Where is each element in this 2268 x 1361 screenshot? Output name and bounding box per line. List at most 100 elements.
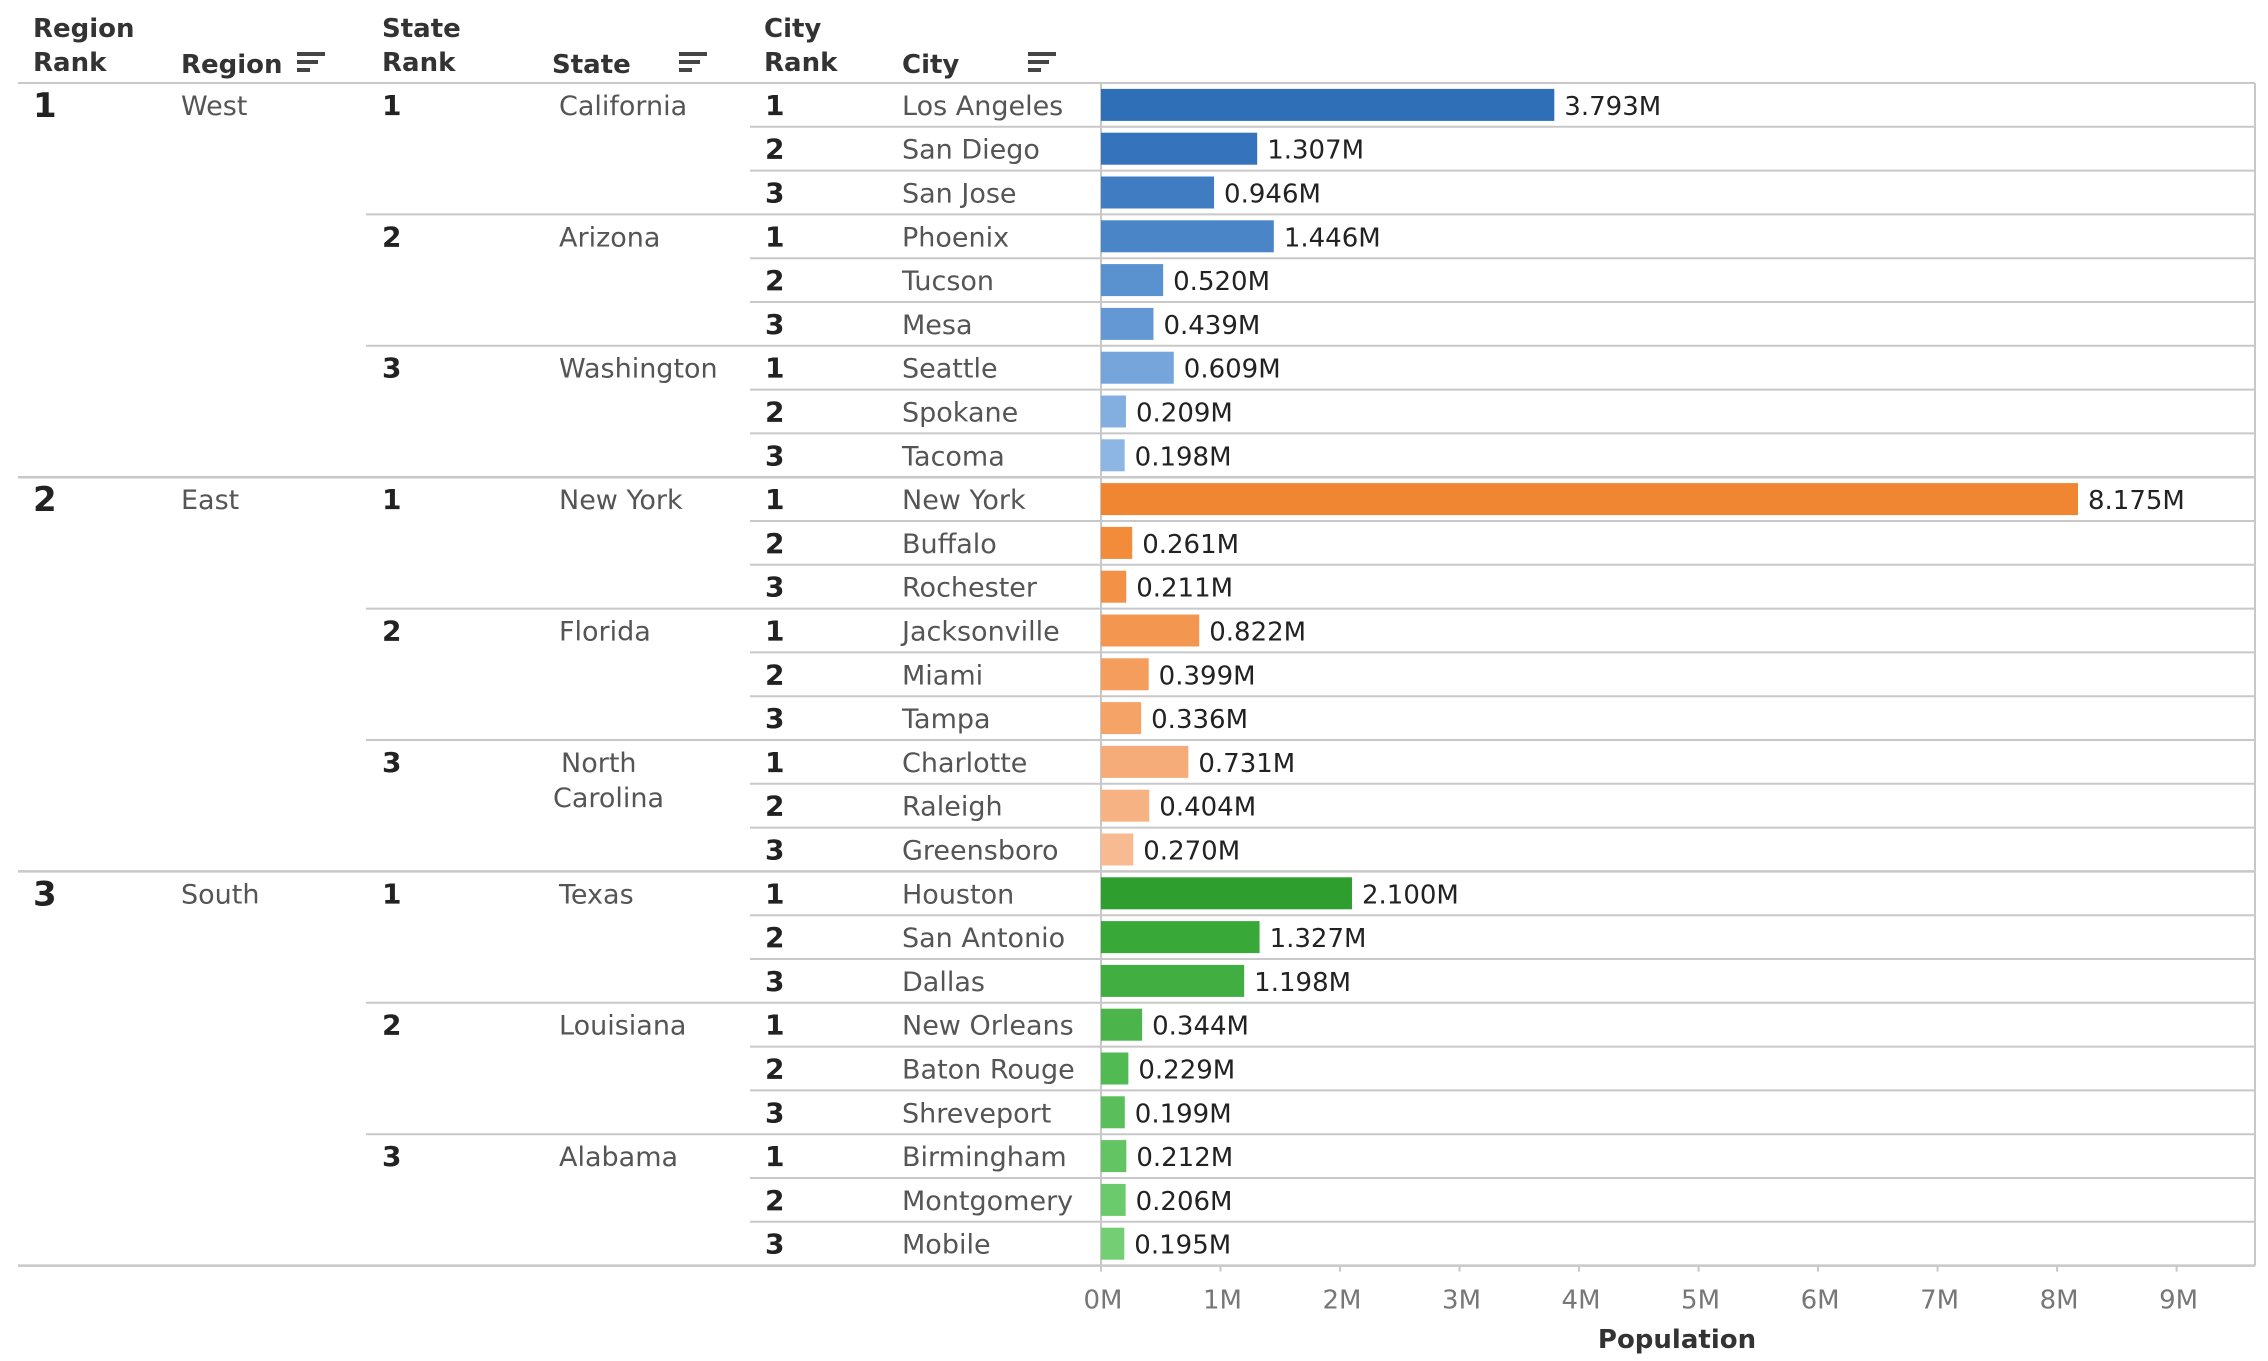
table-row: 3 Rochester [765,571,1038,604]
bar-value-label: 0.520M [1173,267,1270,297]
city-rank-cell: 3 [765,834,784,867]
state-rank-cell: 2 [382,220,401,253]
header-state: State [552,50,631,80]
bar-value-label: 0.199M [1135,1099,1232,1129]
bar-san-jose [1101,176,1215,209]
city-rank-cell: 3 [765,1096,784,1129]
x-axis-tick-label: 5M [1681,1286,1720,1316]
bar-value-label: 0.209M [1136,399,1233,429]
city-name-cell: Phoenix [902,222,1009,253]
bar-new-york [1101,483,2078,516]
table-row: 1 Los Angeles [765,89,1063,122]
bar-tacoma [1101,439,1125,472]
sort-icon[interactable] [1028,52,1056,72]
bar-mobile [1101,1227,1125,1260]
bar-value-label: 0.822M [1209,618,1306,648]
bar-buffalo [1101,526,1133,559]
bar-value-label: 0.731M [1198,749,1295,779]
state-rank-cell: 3 [382,746,401,779]
table-row: 1 Charlotte [765,746,1027,779]
table-row: 2 San Diego [765,133,1040,166]
city-name-cell: Charlotte [902,748,1027,779]
bar-greensboro [1101,833,1134,866]
city-name-cell: Buffalo [902,529,997,560]
bar-birmingham [1101,1140,1127,1173]
table-row: 3 Greensboro [765,834,1059,867]
state-rank-cell: 3 [382,352,401,385]
table-row: 2 Baton Rouge [765,1053,1075,1086]
table-row: 1 Seattle [765,352,998,385]
x-axis-tick-label: 9M [2159,1286,2198,1316]
state-rank-cell: 2 [382,1009,401,1042]
bar-value-label: 0.270M [1143,837,1240,867]
x-axis-tick-label: 3M [1442,1286,1481,1316]
bar-value-label: 1.327M [1270,924,1367,954]
city-rank-cell: 3 [765,1228,784,1261]
region-name-cell: West [181,91,247,122]
bar-value-label: 0.344M [1152,1012,1249,1042]
state-name-cell: North [561,748,637,779]
state-name-cell: Carolina [553,783,664,814]
bar-value-label: 0.206M [1136,1187,1233,1217]
header-city-rank-line1: City [764,14,821,44]
city-rank-cell: 3 [765,965,784,998]
city-name-cell: Tucson [901,266,994,297]
region-rank-cell: 3 [33,874,57,914]
city-name-cell: Miami [902,660,983,691]
bar-value-label: 0.609M [1184,355,1281,385]
bar-new-orleans [1101,1008,1143,1041]
state-name-cell: New York [559,485,683,516]
table-row: 3 Mobile [765,1228,991,1261]
bar-value-label: 0.336M [1151,705,1248,735]
city-rank-cell: 2 [765,658,784,691]
header-state-rank-line2: Rank [382,48,456,78]
bar-value-label: 0.211M [1136,574,1233,604]
bar-miami [1101,658,1149,691]
bar-san-antonio [1101,921,1260,954]
bar-san-diego [1101,132,1258,165]
bar-montgomery [1101,1183,1126,1216]
city-name-cell: San Diego [902,135,1040,166]
city-rank-cell: 1 [765,1009,784,1042]
bar-value-label: 0.404M [1159,793,1256,823]
table-row: 2 Tucson [765,264,994,297]
city-rank-cell: 1 [765,615,784,648]
sort-icon[interactable] [679,52,707,72]
city-name-cell: Montgomery [902,1186,1073,1217]
state-name-cell: Louisiana [559,1011,686,1042]
x-axis-tick-label: 7M [1920,1286,1959,1316]
bar-value-label: 2.100M [1362,880,1459,910]
state-name-cell: Alabama [559,1142,678,1173]
state-name-cell: Texas [558,879,634,910]
bar-phoenix [1101,220,1274,253]
bar-seattle [1101,351,1174,384]
table-row: 2 Raleigh [765,790,1003,823]
x-axis-tick-label: 0M [1084,1286,1123,1316]
bar-raleigh [1101,789,1150,822]
header-region: Region [181,50,283,80]
city-name-cell: Dallas [902,967,985,998]
city-name-cell: Houston [902,879,1014,910]
header-city-rank-line2: Rank [764,48,838,78]
city-name-cell: New York [902,485,1026,516]
city-rank-cell: 3 [765,439,784,472]
city-rank-cell: 1 [765,877,784,910]
table-row: 1 Jacksonville [765,615,1060,648]
region-rank-cell: 1 [33,86,57,126]
bar-value-label: 8.175M [2088,486,2185,516]
city-rank-cell: 2 [765,921,784,954]
city-name-cell: Shreveport [902,1098,1051,1129]
city-rank-cell: 3 [765,702,784,735]
table-row: 1 Birmingham [765,1140,1067,1173]
header-state-rank-line1: State [382,14,461,44]
city-rank-cell: 3 [765,177,784,210]
city-rank-cell: 2 [765,264,784,297]
table-row: 2 Spokane [765,396,1018,429]
city-rank-cell: 2 [765,1053,784,1086]
bar-value-label: 0.195M [1134,1231,1231,1261]
sort-icon[interactable] [297,52,325,72]
x-axis-tick-label: 2M [1323,1286,1362,1316]
city-name-cell: Greensboro [902,836,1059,867]
bar-los-angeles [1101,88,1555,121]
